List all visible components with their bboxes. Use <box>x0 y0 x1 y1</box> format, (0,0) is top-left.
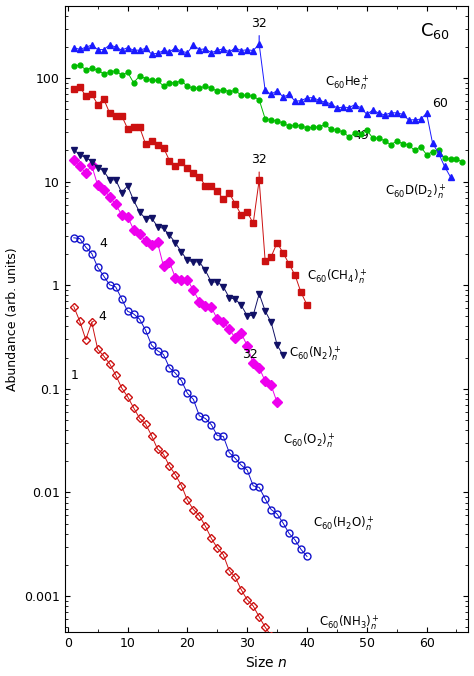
X-axis label: Size $n$: Size $n$ <box>245 656 288 671</box>
Text: 4: 4 <box>94 237 108 251</box>
Text: C$_{60}$D(D$_2$)$_n^+$: C$_{60}$D(D$_2$)$_n^+$ <box>385 183 447 201</box>
Text: 32: 32 <box>251 153 267 177</box>
Text: C$_{60}$(CH$_4$)$_n^+$: C$_{60}$(CH$_4$)$_n^+$ <box>307 268 368 287</box>
Text: 32: 32 <box>251 17 267 41</box>
Text: C$_{60}$He$_n^+$: C$_{60}$He$_n^+$ <box>325 73 370 92</box>
Text: 60: 60 <box>433 97 448 110</box>
Text: 1: 1 <box>71 369 79 382</box>
Text: C$_{60}$: C$_{60}$ <box>420 21 450 41</box>
Text: C$_{60}$(O$_2$)$_n^+$: C$_{60}$(O$_2$)$_n^+$ <box>283 431 336 450</box>
Text: 4: 4 <box>92 310 107 323</box>
Text: 49: 49 <box>353 129 369 142</box>
Text: C$_{60}$(NH$_3$)$_n^+$: C$_{60}$(NH$_3$)$_n^+$ <box>319 614 380 632</box>
Y-axis label: Abundance (arb. units): Abundance (arb. units) <box>6 247 18 391</box>
Text: C$_{60}$(N$_2$)$_n^+$: C$_{60}$(N$_2$)$_n^+$ <box>289 344 342 363</box>
Text: C$_{60}$(H$_2$O)$_n^+$: C$_{60}$(H$_2$O)$_n^+$ <box>313 514 375 533</box>
Text: 32: 32 <box>242 347 258 361</box>
